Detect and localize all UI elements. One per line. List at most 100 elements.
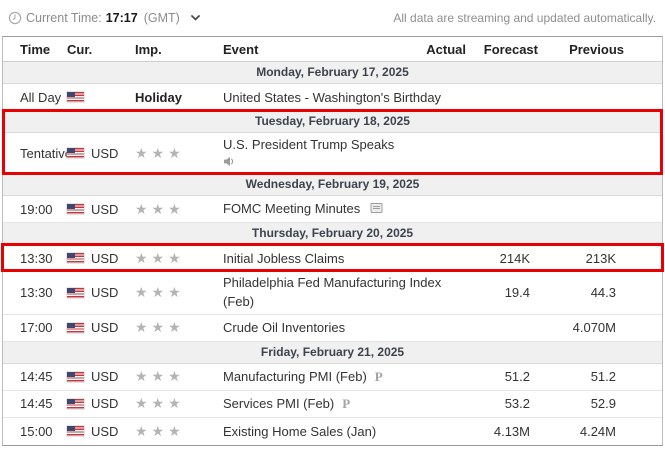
event-name[interactable]: Crude Oil Inventories [223,320,466,335]
current-time-widget: Current Time: 17:17 (GMT) [8,11,200,25]
event-time: 13:30 [20,250,53,266]
previous-value: 51.2 [590,369,616,385]
event-row[interactable]: 14:45 USD ★★★ Manufacturing PMI (Feb) P 5… [3,363,662,391]
previous-value: 213K [585,250,616,266]
us-flag-icon [67,148,84,158]
currency-cell: USD [67,202,135,217]
preliminary-icon: P [342,395,351,411]
economic-calendar: Time Cur. Imp. Event Actual Forecast Pre… [1,36,664,446]
current-time-value: 17:17 [105,11,138,25]
event-name[interactable]: Philadelphia Fed Manufacturing Index (Fe… [223,274,466,312]
event-time: 13:30 [20,285,53,301]
currency-code: USD [91,396,119,412]
event-text: Philadelphia Fed Manufacturing Index (Fe… [223,275,442,309]
previous-value: 44.3 [590,285,616,301]
importance-stars-icon: ★★★ [135,368,185,385]
importance-cell: ★★★ [135,284,223,301]
event-row[interactable]: All Day Holiday United States - Washingt… [3,84,662,111]
importance-stars-icon: ★★★ [135,200,185,217]
table-header-row: Time Cur. Imp. Event Actual Forecast Pre… [3,37,662,62]
header-cur: Cur. [67,41,93,57]
preliminary-icon: P [374,368,383,384]
event-name[interactable]: Services PMI (Feb) P [223,396,466,412]
day-section-wednesday: Wednesday, February 19, 2025 19:00 USD ★… [3,174,662,223]
importance-stars-icon: ★★★ [135,284,185,301]
chevron-down-icon[interactable] [190,15,200,21]
event-time: All Day [20,89,62,105]
event-time: 14:45 [20,369,53,385]
us-flag-icon [67,371,84,382]
importance-cell: ★★★ [135,319,223,336]
event-text: Services PMI (Feb) [223,395,335,411]
event-text: Manufacturing PMI (Feb) [223,368,367,384]
event-name[interactable]: FOMC Meeting Minutes [223,201,466,217]
header-imp: Imp. [135,41,162,57]
currency-cell: USD [67,251,135,266]
currency-code: USD [91,320,119,336]
day-header: Friday, February 21, 2025 [3,341,662,364]
forecast-value: 214K [499,250,530,266]
currency-cell: USD [67,146,135,161]
event-text: United States - Washington's Birthday [223,89,442,105]
event-name[interactable]: Existing Home Sales (Jan) [223,424,466,439]
header-forecast: Forecast [483,41,538,57]
day-section-monday: Monday, February 17, 2025 All Day Holida… [3,62,662,111]
day-header: Thursday, February 20, 2025 [3,223,662,245]
us-flag-icon [67,287,84,298]
currency-cell [67,92,135,102]
importance-cell: ★★★ [135,201,223,218]
event-name[interactable]: Manufacturing PMI (Feb) P [223,369,466,385]
speaker-icon[interactable] [223,155,462,170]
event-text: U.S. President Trump Speaks [223,136,395,152]
currency-code: USD [91,285,119,301]
currency-cell: USD [67,369,135,384]
currency-code: USD [91,423,119,439]
header-previous: Previous [569,41,624,57]
event-row[interactable]: 13:30 USD ★★★ Philadelphia Fed Manufactu… [3,272,662,315]
event-row[interactable]: 15:00 USD ★★★ Existing Home Sales (Jan) … [3,417,662,445]
importance-cell: ★★★ [135,250,223,267]
event-row[interactable]: 17:00 USD ★★★ Crude Oil Inventories 4.07… [3,314,662,342]
event-time: 19:00 [20,201,53,217]
current-time-label: Current Time: [26,11,102,25]
event-row-highlighted[interactable]: 13:30 USD ★★★ Initial Jobless Claims 214… [1,243,664,272]
event-time: Tentative [20,145,73,161]
currency-code: USD [91,250,119,266]
header-actual: Actual [426,41,466,57]
report-icon[interactable] [370,202,383,217]
importance-cell: Holiday [135,90,223,105]
event-name[interactable]: Initial Jobless Claims [223,251,466,266]
us-flag-icon [67,398,84,409]
importance-stars-icon: ★★★ [135,395,185,412]
event-name[interactable]: United States - Washington's Birthday [223,90,466,105]
previous-value: 52.9 [590,396,616,412]
event-row[interactable]: 19:00 USD ★★★ FOMC Meeting Minutes [3,196,662,223]
currency-cell: USD [67,320,135,335]
day-header: Tuesday, February 18, 2025 [3,111,662,133]
clock-icon [8,11,22,25]
currency-cell: USD [67,424,135,439]
event-row[interactable]: 14:45 USD ★★★ Services PMI (Feb) P 53.2 5… [3,390,662,418]
currency-code: USD [91,201,119,217]
importance-stars-icon: ★★★ [135,319,185,336]
importance-cell: ★★★ [135,395,223,412]
streaming-note: All data are streaming and updated autom… [393,11,656,25]
importance-stars-icon: ★★★ [135,249,185,266]
day-section-thursday: Thursday, February 20, 2025 13:30 USD ★★… [1,223,664,342]
day-section-friday: Friday, February 21, 2025 14:45 USD ★★★ … [3,341,662,445]
event-row[interactable]: Tentative USD ★★★ U.S. President Trump S… [3,133,662,174]
event-text: FOMC Meeting Minutes [223,201,361,216]
us-flag-icon [67,92,84,102]
previous-value: 4.24M [579,423,616,439]
event-time: 15:00 [20,423,53,439]
importance-stars-icon: ★★★ [135,422,185,439]
forecast-value: 19.4 [504,285,530,301]
holiday-label: Holiday [135,89,182,105]
header-event: Event [223,41,259,57]
currency-code: USD [91,369,119,385]
timezone-label: (GMT) [143,11,180,25]
event-name[interactable]: U.S. President Trump Speaks [223,137,466,170]
previous-value: 4.070M [572,320,616,336]
forecast-value: 51.2 [504,369,530,385]
topbar: Current Time: 17:17 (GMT) All data are st… [0,0,665,36]
